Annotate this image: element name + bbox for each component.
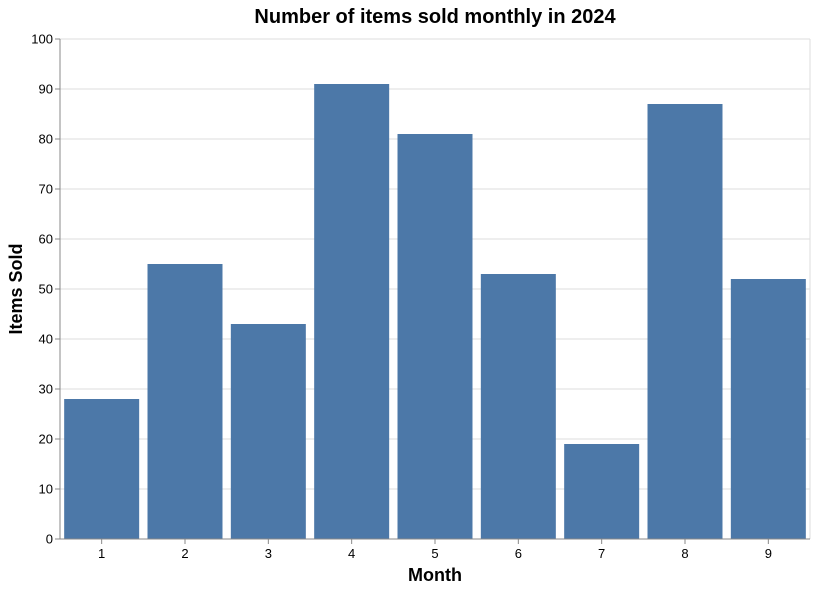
bar-6 <box>480 274 556 539</box>
x-tick-label: 6 <box>515 546 522 561</box>
x-tick-label: 5 <box>431 546 438 561</box>
y-axis-ticks: 0 10 20 30 40 50 60 70 80 90 100 <box>31 32 60 547</box>
y-tick-label: 10 <box>39 482 53 497</box>
x-tick-label: 8 <box>681 546 688 561</box>
x-tick-label: 4 <box>348 546 355 561</box>
bar-2 <box>147 264 223 539</box>
y-tick-label: 50 <box>39 282 53 297</box>
chart-title: Number of items sold monthly in 2024 <box>254 6 616 28</box>
x-tick-label: 3 <box>265 546 272 561</box>
bar-8 <box>647 104 723 539</box>
y-tick-label: 80 <box>39 132 53 147</box>
y-tick-label: 100 <box>31 32 53 47</box>
x-tick-label: 2 <box>181 546 188 561</box>
bar-5 <box>397 134 473 539</box>
y-tick-label: 90 <box>39 82 53 97</box>
y-axis-title: Items Sold <box>6 243 26 334</box>
bar-7 <box>564 444 640 539</box>
y-tick-label: 70 <box>39 182 53 197</box>
x-tick-label: 9 <box>765 546 772 561</box>
x-tick-label: 7 <box>598 546 605 561</box>
y-tick-label: 30 <box>39 382 53 397</box>
bars <box>64 84 806 539</box>
y-tick-label: 0 <box>46 532 53 547</box>
bar-3 <box>230 324 306 539</box>
bar-1 <box>64 399 140 539</box>
x-axis-title: Month <box>408 565 462 585</box>
bar-4 <box>314 84 390 539</box>
y-tick-label: 60 <box>39 232 53 247</box>
y-tick-label: 40 <box>39 332 53 347</box>
x-tick-label: 1 <box>98 546 105 561</box>
bar-9 <box>730 279 806 539</box>
y-tick-label: 20 <box>39 432 53 447</box>
x-axis-ticks: 1 2 3 4 5 6 7 8 9 <box>98 539 772 561</box>
